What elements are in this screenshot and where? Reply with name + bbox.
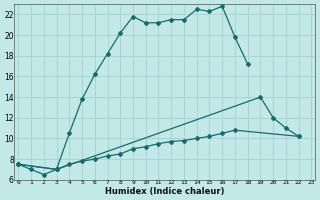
X-axis label: Humidex (Indice chaleur): Humidex (Indice chaleur) bbox=[105, 187, 225, 196]
